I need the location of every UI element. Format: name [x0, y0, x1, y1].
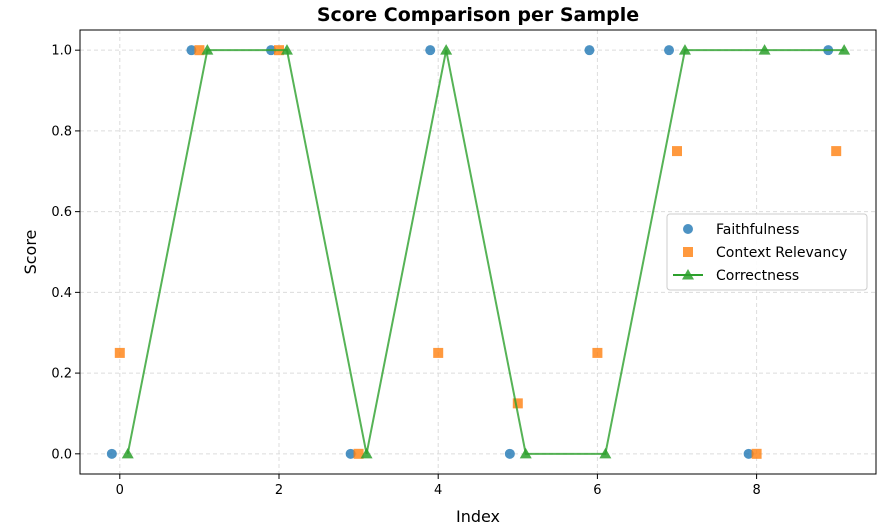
data-point — [599, 447, 612, 459]
data-point — [425, 45, 436, 56]
y-tick-label: 0.4 — [51, 286, 72, 301]
data-point — [592, 347, 603, 358]
data-point — [186, 45, 197, 56]
data-point — [433, 347, 444, 358]
legend-marker — [683, 247, 693, 257]
data-point — [201, 44, 214, 55]
legend-label: Correctness — [716, 268, 799, 284]
x-tick-label: 4 — [434, 483, 442, 498]
y-tick-label: 0.6 — [51, 205, 72, 220]
plot-area — [106, 44, 851, 459]
grid — [80, 30, 876, 474]
legend-item: Context Relevancy — [683, 245, 847, 261]
legend-item: Faithfulness — [683, 222, 799, 238]
data-point — [838, 44, 851, 55]
data-point — [831, 146, 842, 157]
x-tick-label: 6 — [593, 483, 601, 498]
data-point — [584, 45, 595, 56]
data-point — [114, 347, 125, 358]
x-tick-label: 0 — [116, 483, 124, 498]
series-correctness — [121, 44, 851, 459]
data-point — [672, 146, 682, 157]
y-tick-label: 1.0 — [51, 44, 72, 59]
x-axis-label: Index — [456, 507, 500, 526]
y-tick-label: 0.0 — [51, 447, 72, 462]
legend-label: Faithfulness — [716, 222, 799, 238]
data-point — [345, 448, 356, 459]
data-point — [360, 447, 373, 459]
data-point — [353, 448, 364, 459]
data-point — [280, 44, 293, 55]
x-tick-label: 8 — [752, 483, 760, 498]
data-point — [743, 448, 754, 459]
data-point — [504, 448, 515, 459]
legend-marker — [683, 224, 693, 234]
legend-label: Context Relevancy — [716, 245, 847, 261]
data-point — [121, 447, 134, 459]
data-point — [440, 44, 453, 55]
y-tick-label: 0.8 — [51, 124, 72, 139]
x-axis: 0 2 4 6 8 — [116, 474, 761, 498]
data-point — [758, 44, 771, 55]
x-tick-label: 2 — [275, 483, 283, 498]
data-point — [751, 448, 762, 459]
plot-frame — [79, 29, 877, 475]
legend-box — [666, 213, 868, 291]
legend-marker — [682, 269, 694, 280]
data-point — [106, 448, 117, 459]
y-tick-label: 0.2 — [51, 367, 72, 382]
data-point — [519, 447, 532, 459]
series-line — [126, 49, 845, 455]
legend-item: Correctness — [673, 268, 799, 284]
y-axis: 0.0 0.2 0.4 0.6 0.8 1.0 — [51, 44, 80, 462]
chart-title: Score Comparison per Sample — [317, 4, 639, 26]
data-point — [678, 44, 691, 55]
data-point — [194, 45, 205, 56]
legend: Faithfulness Context Relevancy Correctness — [666, 213, 868, 291]
y-axis-label: Score — [21, 230, 40, 275]
data-point — [664, 45, 675, 56]
data-point — [512, 398, 523, 409]
